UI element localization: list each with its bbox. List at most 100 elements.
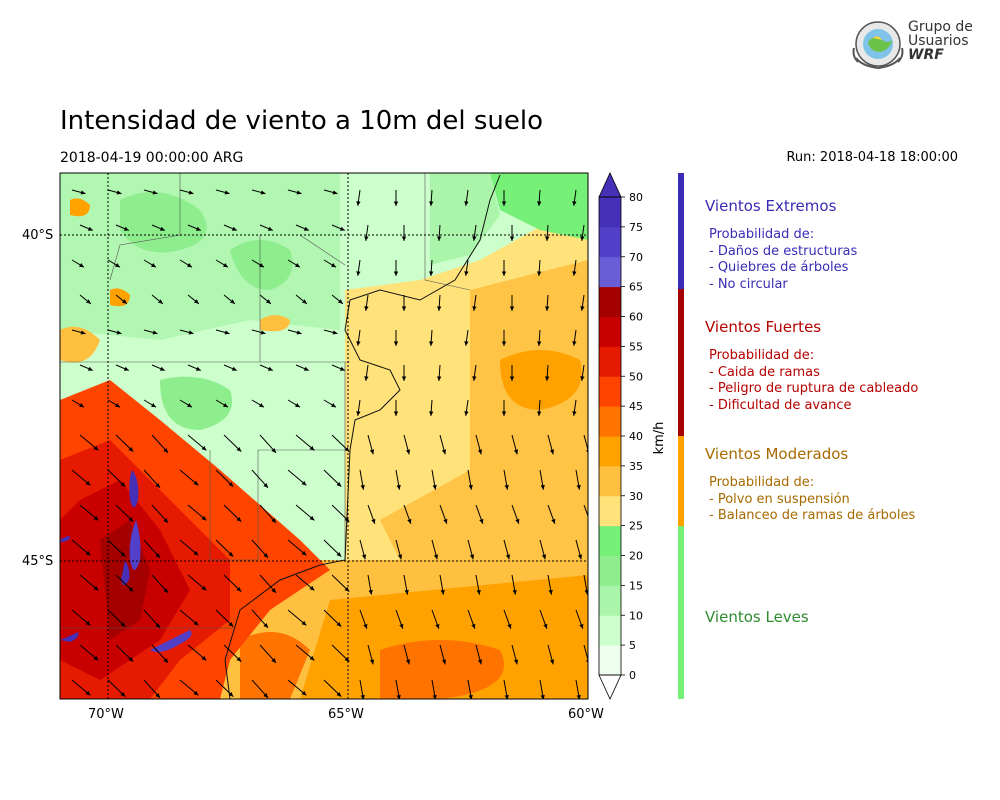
wind-arrow — [583, 434, 588, 452]
wind-arrow-head — [188, 190, 194, 195]
wind-arrow-head — [363, 623, 368, 629]
wind-arrow-head — [228, 621, 234, 627]
wind-arrow-head — [464, 201, 469, 206]
wind-arrow-head — [152, 330, 158, 335]
wind-arrow-head — [80, 330, 86, 335]
wind-arrow-head — [549, 659, 555, 665]
wind-arrow-head — [331, 263, 337, 268]
wind-arrow-head — [259, 263, 265, 268]
colorbar-tick-label: 25 — [629, 520, 643, 533]
wind-arrow-head — [364, 376, 369, 381]
colorbar-tick-label: 0 — [629, 669, 636, 682]
wind-arrow — [583, 504, 588, 518]
category-light-title: Vientos Leves — [705, 608, 809, 626]
wind-arrow-head — [432, 484, 437, 490]
wind-arrow-head — [163, 518, 169, 523]
wind-arrow-head — [201, 585, 207, 591]
colorbar-segment — [599, 406, 621, 437]
graticule — [60, 173, 588, 699]
wind-arrow-head — [271, 518, 277, 523]
wind-arrow-head — [85, 480, 91, 486]
wind-arrow-head — [236, 656, 242, 662]
colorbar-segment — [599, 226, 621, 258]
wind-arrow-head — [128, 656, 134, 662]
wind-arrow-head — [155, 623, 161, 628]
category-bar-strong — [678, 289, 684, 436]
colorbar-segment — [599, 645, 621, 676]
wind-arrow-head — [85, 550, 91, 556]
wind-arrow-head — [163, 658, 169, 663]
wind-arrow-head — [537, 201, 542, 206]
category-strong-intro: Probabilidad de: — [709, 348, 815, 363]
colorbar-tick-label: 15 — [629, 579, 643, 592]
wind-arrow-head — [201, 655, 207, 661]
wind-arrow-head — [440, 589, 445, 595]
wind-arrow-head — [115, 263, 121, 268]
map-frame — [59, 172, 589, 700]
wind-arrow-head — [397, 554, 403, 560]
wind-arrow-head — [223, 403, 229, 408]
colorbar-segment — [599, 316, 621, 347]
wind-arrow-head — [513, 449, 519, 455]
wind-arrow-head — [356, 201, 361, 206]
wind-arrow-head — [579, 623, 584, 629]
colorbar-min-extension — [598, 674, 622, 700]
wind-arrow-head — [437, 306, 442, 311]
wind-arrow-head — [120, 551, 126, 557]
wind-arrow-head — [464, 271, 469, 276]
wind-arrow-head — [437, 376, 442, 381]
wind-arrow-head — [407, 518, 412, 524]
wind-arrow-head — [80, 190, 86, 195]
wind-arrow-head — [301, 690, 307, 696]
wind-arrow-head — [195, 226, 201, 231]
wind-arrow-head — [443, 518, 448, 524]
wind-arrow-head — [188, 330, 194, 335]
wind-arrow-head — [504, 484, 509, 490]
category-extreme-item: - Daños de estructuras — [709, 243, 858, 259]
wind-arrow-head — [512, 589, 517, 595]
category-bar-moderate — [678, 436, 684, 526]
wind-arrow-head — [236, 516, 242, 522]
wind-arrow-head — [404, 589, 409, 595]
wind-arrow-head — [545, 376, 550, 381]
colorbar-tick-label: 55 — [629, 340, 643, 353]
wind-arrow-head — [271, 448, 277, 453]
colorbar-tick-label: 30 — [629, 490, 643, 503]
wind-arrow-head — [301, 620, 307, 626]
wind-arrow-head — [336, 621, 342, 627]
colorbar-tick-label: 10 — [629, 609, 643, 622]
wind-arrow-head — [128, 586, 134, 592]
wind-arrow-head — [122, 299, 127, 304]
wind-arrow-head — [266, 299, 271, 304]
wind-arrow-head — [437, 236, 442, 241]
wind-arrow-head — [344, 446, 350, 452]
wind-arrow-head — [331, 403, 337, 408]
colorbar-tick-label: 75 — [629, 221, 643, 234]
wind-arrow-head — [339, 366, 345, 371]
wind-arrow-head — [155, 553, 161, 558]
wind-arrow-head — [86, 299, 91, 304]
colorbar-tick-label: 20 — [629, 550, 643, 563]
category-extreme-intro: Probabilidad de: — [709, 227, 815, 242]
wind-arrow-head — [585, 659, 588, 663]
wind-arrow-head — [545, 306, 550, 311]
wind-arrow-head — [303, 226, 309, 231]
wind-arrow-head — [369, 659, 375, 665]
wind-arrow — [583, 644, 588, 662]
wind-arrow-head — [540, 694, 545, 699]
wind-arrow-head — [79, 403, 85, 408]
logo-emblem-icon — [852, 21, 904, 70]
map-area — [60, 173, 588, 699]
wind-arrow-head — [115, 403, 121, 408]
wind-arrow-head — [435, 623, 440, 629]
wind-arrow-head — [120, 691, 126, 697]
wind-arrow-head — [93, 515, 99, 521]
wind-arrow-head — [501, 201, 507, 206]
wind-arrow-head — [263, 483, 269, 488]
wind-arrow-head — [468, 694, 473, 699]
lon-label-60w: 60°W — [568, 707, 604, 722]
category-bar-light — [678, 526, 684, 699]
colorbar-tick-label: 80 — [629, 191, 643, 204]
wind-arrow-head — [123, 226, 129, 231]
wind-arrow-head — [572, 201, 577, 206]
